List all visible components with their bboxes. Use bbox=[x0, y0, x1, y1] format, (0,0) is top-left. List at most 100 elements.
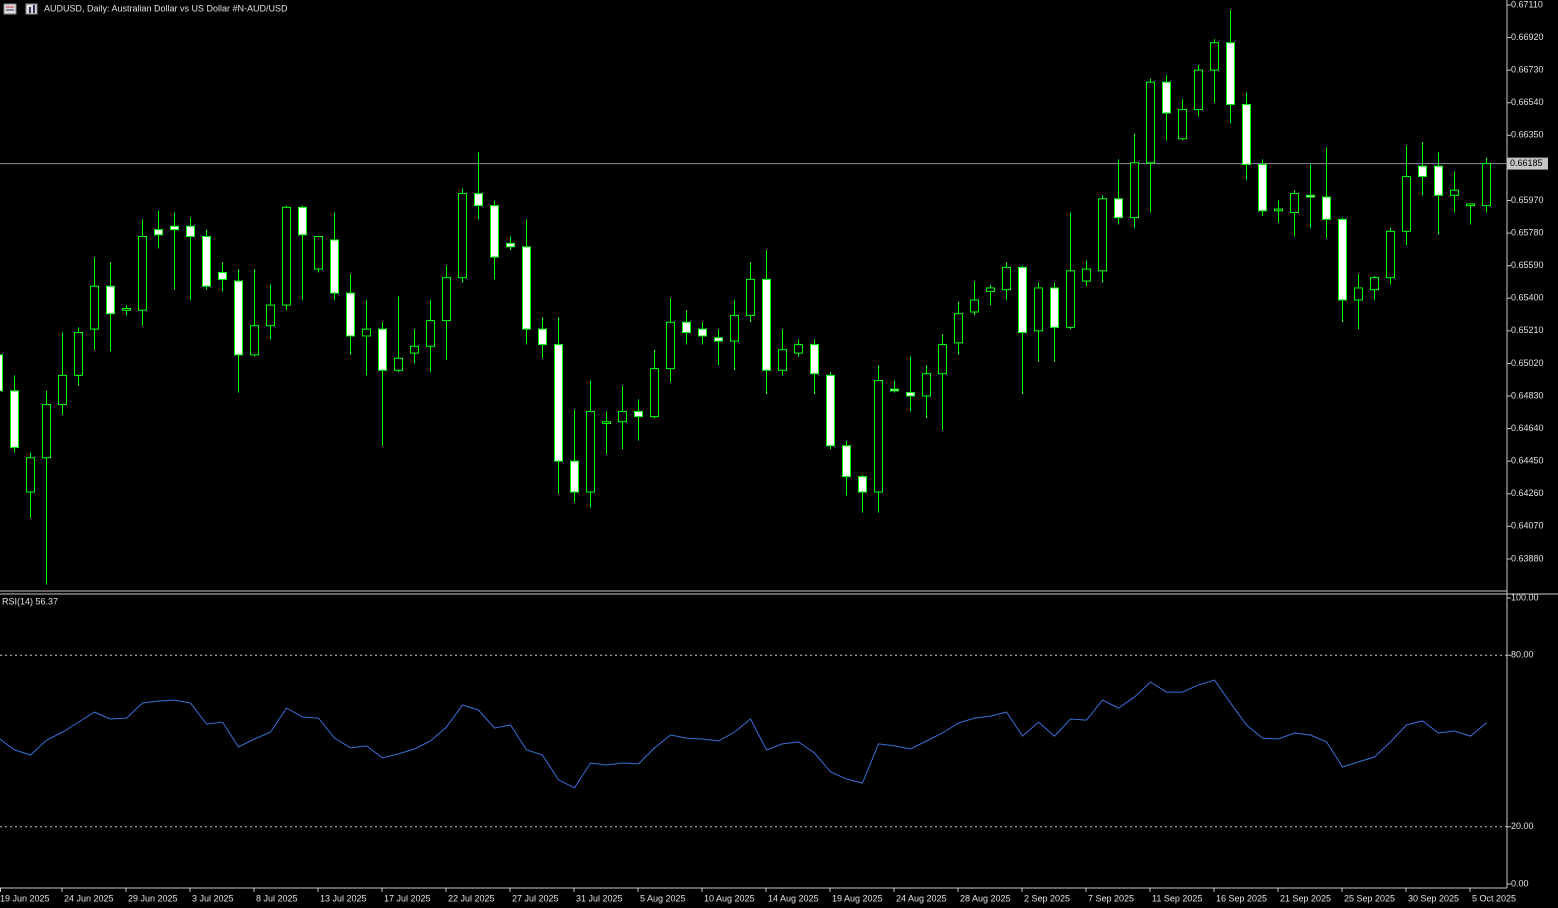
menu-icon bbox=[3, 3, 17, 15]
candle-body bbox=[634, 410, 643, 418]
y-tick-label: 0.64830 bbox=[1511, 390, 1544, 400]
x-tick-label: 24 Aug 2025 bbox=[896, 893, 947, 903]
candle-body bbox=[506, 242, 515, 248]
candle-body bbox=[1082, 268, 1091, 282]
x-tick-label: 30 Sep 2025 bbox=[1408, 893, 1459, 903]
candle-body bbox=[714, 337, 723, 342]
y-tick-label: 0.65210 bbox=[1511, 325, 1544, 335]
x-tick-label: 29 Jun 2025 bbox=[128, 893, 178, 903]
y-tick-label: 80.00 bbox=[1511, 650, 1534, 660]
candle-body bbox=[794, 344, 803, 354]
y-tick-label: 0.65020 bbox=[1511, 358, 1544, 368]
x-tick-label: 7 Sep 2025 bbox=[1088, 893, 1134, 903]
candle-body bbox=[810, 344, 819, 375]
candle-body bbox=[954, 313, 963, 344]
x-tick-label: 22 Jul 2025 bbox=[448, 893, 495, 903]
candle-body bbox=[1290, 193, 1299, 213]
candle-body bbox=[362, 328, 371, 337]
candle-body bbox=[842, 445, 851, 478]
y-tick-label: 0.66540 bbox=[1511, 97, 1544, 107]
candle-body bbox=[234, 280, 243, 356]
candle-body bbox=[458, 193, 467, 279]
candle-body bbox=[1034, 287, 1043, 332]
x-tick-label: 13 Jul 2025 bbox=[320, 893, 367, 903]
candle-body bbox=[186, 225, 195, 238]
candle-body bbox=[570, 460, 579, 493]
candle-body bbox=[442, 277, 451, 322]
candle-body bbox=[1258, 163, 1267, 212]
candle-body bbox=[1466, 203, 1475, 207]
candle-body bbox=[10, 390, 19, 448]
candle-body bbox=[298, 206, 307, 236]
candle-body bbox=[1050, 287, 1059, 328]
chart-icon bbox=[25, 3, 38, 15]
candle-body bbox=[1402, 175, 1411, 232]
candle-body bbox=[938, 344, 947, 375]
y-tick-label: 0.00 bbox=[1511, 878, 1529, 888]
candle-body bbox=[1002, 266, 1011, 291]
candle-body bbox=[170, 225, 179, 231]
candle-body bbox=[730, 314, 739, 342]
candle-body bbox=[1098, 198, 1107, 272]
candle-body bbox=[346, 292, 355, 337]
candle-body bbox=[922, 373, 931, 397]
y-tick-label: 0.63880 bbox=[1511, 553, 1544, 563]
candle-body bbox=[58, 374, 67, 406]
y-tick-label: 0.65970 bbox=[1511, 195, 1544, 205]
current-price-label: 0.66185 bbox=[1510, 158, 1543, 168]
y-tick-label: 0.64640 bbox=[1511, 423, 1544, 433]
candle-body bbox=[1018, 266, 1027, 334]
y-tick-label: 0.65590 bbox=[1511, 260, 1544, 270]
candle-body bbox=[1354, 287, 1363, 301]
candle-body bbox=[106, 285, 115, 315]
candle-body bbox=[218, 272, 227, 280]
candle-body bbox=[906, 392, 915, 397]
x-tick-label: 25 Sep 2025 bbox=[1344, 893, 1395, 903]
x-tick-label: 24 Jun 2025 bbox=[64, 893, 114, 903]
candle-body bbox=[74, 332, 83, 376]
candle-body bbox=[1386, 230, 1395, 279]
y-tick-label: 0.64450 bbox=[1511, 456, 1544, 466]
y-tick-label: 0.64070 bbox=[1511, 521, 1544, 531]
candle-body bbox=[1274, 208, 1283, 212]
x-tick-label: 21 Sep 2025 bbox=[1280, 893, 1331, 903]
x-tick-label: 10 Aug 2025 bbox=[704, 893, 755, 903]
candle-body bbox=[858, 476, 867, 493]
candle-body bbox=[426, 320, 435, 347]
candle-body bbox=[1146, 81, 1155, 164]
candle-body bbox=[522, 246, 531, 330]
y-tick-label: 20.00 bbox=[1511, 821, 1534, 831]
y-tick-label: 0.64260 bbox=[1511, 488, 1544, 498]
candle-body bbox=[1226, 42, 1235, 105]
candle-body bbox=[394, 357, 403, 371]
candle-body bbox=[1066, 270, 1075, 328]
current-price-box bbox=[1507, 157, 1548, 170]
candle-body bbox=[762, 278, 771, 371]
candle-body bbox=[682, 321, 691, 334]
candle-body bbox=[1114, 198, 1123, 219]
x-tick-label: 19 Aug 2025 bbox=[832, 893, 883, 903]
indicator-title: RSI(14) 56.37 bbox=[2, 596, 58, 606]
candle-body bbox=[970, 299, 979, 313]
candle-body bbox=[1242, 103, 1251, 165]
candle-body bbox=[986, 287, 995, 292]
x-tick-label: 11 Sep 2025 bbox=[1152, 893, 1202, 903]
candle-body bbox=[586, 410, 595, 493]
candle-body bbox=[538, 328, 547, 346]
chart-icon-bar bbox=[33, 5, 35, 13]
candle-body bbox=[1306, 194, 1315, 198]
y-tick-label: 100.00 bbox=[1511, 592, 1539, 602]
candle-body bbox=[42, 404, 51, 459]
x-tick-label: 14 Aug 2025 bbox=[768, 893, 819, 903]
x-tick-label: 28 Aug 2025 bbox=[960, 893, 1011, 903]
candle-body bbox=[138, 236, 147, 311]
candle-body bbox=[474, 193, 483, 207]
candle-body bbox=[1450, 189, 1459, 196]
window-icons bbox=[3, 3, 38, 15]
candle-body bbox=[90, 285, 99, 330]
candle-body bbox=[0, 354, 3, 392]
x-tick-label: 16 Sep 2025 bbox=[1216, 893, 1267, 903]
candle-body bbox=[1194, 69, 1203, 111]
candle-body bbox=[874, 380, 883, 493]
